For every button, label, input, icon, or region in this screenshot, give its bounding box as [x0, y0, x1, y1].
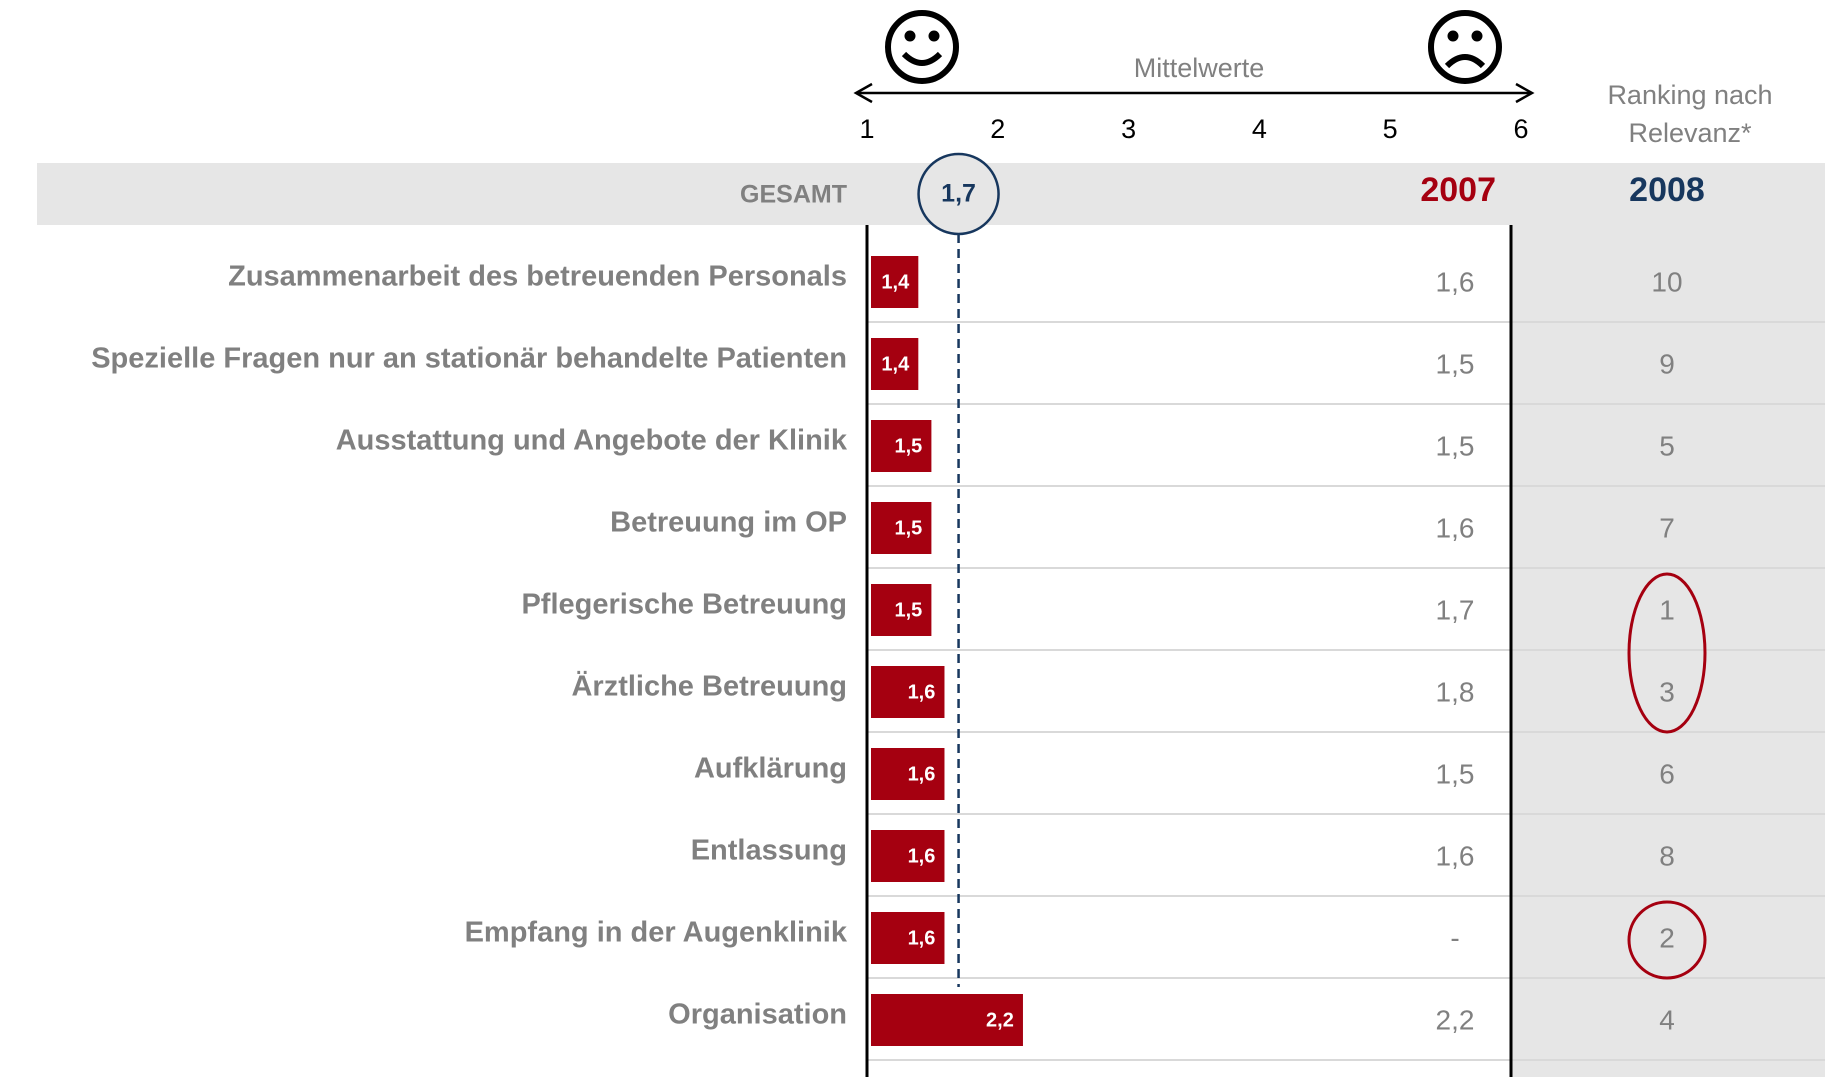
category-label: Ärztliche Betreuung	[571, 670, 847, 703]
bar-value-label: 1,6	[908, 927, 936, 949]
ranking-column	[1511, 163, 1825, 1077]
category-label: Zusammenarbeit des betreuenden Personals	[228, 261, 847, 293]
bar	[869, 582, 934, 638]
bar	[869, 336, 921, 392]
bar-value-label: 1,6	[908, 763, 936, 785]
category-label: Empfang in der Augenklinik	[465, 917, 848, 949]
ranking-value: 10	[1651, 266, 1682, 297]
bar-value-label: 1,5	[894, 599, 922, 621]
happy-face	[885, 10, 959, 84]
sad-face	[1428, 10, 1502, 84]
x-tick-label: 3	[1121, 114, 1136, 144]
bar-value-label: 1,6	[908, 845, 936, 867]
category-label: Spezielle Fragen nur an stationär behand…	[91, 343, 847, 375]
bar-value-label: 1,4	[881, 271, 910, 293]
category-label: Pflegerische Betreuung	[521, 589, 847, 621]
x-tick-label: 4	[1252, 114, 1267, 144]
bar	[869, 828, 947, 884]
total-mean-marker	[917, 152, 1000, 236]
bar	[869, 910, 947, 966]
previous-year-value: -	[1450, 922, 1459, 953]
ranking-value: 8	[1659, 840, 1675, 871]
x-tick-label: 2	[990, 114, 1005, 144]
category-label: Ausstattung und Angebote der Klinik	[336, 425, 848, 457]
category-label: Organisation	[668, 999, 847, 1031]
previous-year-value: 1,8	[1436, 676, 1475, 707]
previous-year-value: 2,2	[1436, 1004, 1475, 1035]
ranking-value: 5	[1659, 430, 1675, 461]
bar-value-label: 1,4	[881, 353, 910, 375]
ranking-value: 2	[1659, 922, 1675, 953]
previous-year-value: 1,5	[1436, 348, 1475, 379]
bar-value-label: 2,2	[986, 1009, 1014, 1031]
previous-year-value: 1,6	[1436, 512, 1475, 543]
ranking-title: Relevanz*	[1628, 118, 1752, 148]
previous-year-value: 1,6	[1436, 840, 1475, 871]
previous-year-header: 2007	[1420, 171, 1496, 209]
ranking-value: 4	[1659, 1004, 1675, 1035]
arrow-heads	[853, 82, 1535, 104]
previous-year-value: 1,5	[1436, 758, 1475, 789]
x-tick-label: 6	[1513, 114, 1528, 144]
bar	[869, 746, 947, 802]
ranking-value: 6	[1659, 758, 1675, 789]
previous-year-value: 1,6	[1436, 266, 1475, 297]
bar	[869, 992, 1025, 1048]
ranking-value: 1	[1659, 594, 1675, 625]
highlight-circle	[1627, 572, 1707, 734]
total-label: GESAMT	[740, 181, 847, 209]
highlight-circle	[1627, 900, 1707, 980]
previous-year-value: 1,5	[1436, 430, 1475, 461]
bar	[869, 254, 921, 310]
bar-value-label: 1,6	[908, 681, 936, 703]
current-year-header: 2008	[1629, 171, 1705, 209]
ranking-value: 7	[1659, 512, 1675, 543]
bar-value-label: 1,5	[894, 517, 922, 539]
category-label: Entlassung	[691, 835, 847, 867]
total-band	[37, 163, 1511, 225]
category-label: Betreuung im OP	[610, 507, 847, 539]
bar	[869, 664, 947, 720]
axis-label: Mittelwerte	[1134, 53, 1265, 83]
bar-value-label: 1,5	[894, 435, 922, 457]
ranking-title: Ranking nach	[1607, 80, 1772, 110]
bar	[869, 500, 934, 556]
x-tick-label: 1	[859, 114, 874, 144]
ranking-value: 9	[1659, 348, 1675, 379]
ranking-value: 3	[1659, 676, 1675, 707]
previous-year-value: 1,7	[1436, 594, 1475, 625]
total-value-label: 1,7	[941, 180, 976, 208]
x-tick-label: 5	[1383, 114, 1398, 144]
category-label: Aufklärung	[694, 753, 847, 785]
bar	[869, 418, 934, 474]
